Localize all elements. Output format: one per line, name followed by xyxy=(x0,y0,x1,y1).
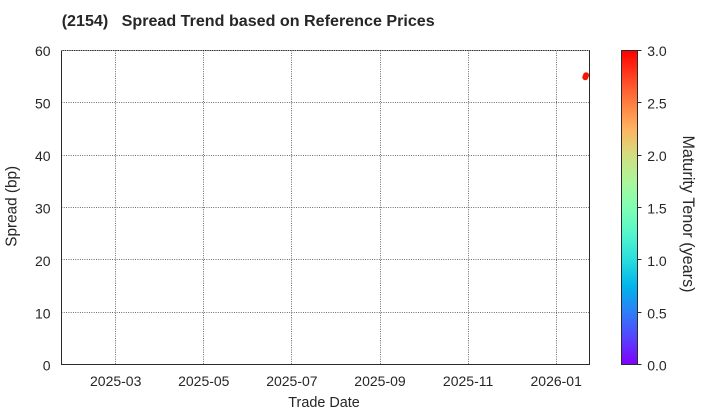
svg-text:Maturity Tenor (years): Maturity Tenor (years) xyxy=(679,135,697,292)
svg-text:2025-11: 2025-11 xyxy=(443,373,494,389)
svg-text:0.0: 0.0 xyxy=(647,358,667,374)
svg-text:(2154) Spread Trend based on: (2154) Spread Trend based on Reference P… xyxy=(62,12,435,30)
svg-text:0.5: 0.5 xyxy=(647,305,667,321)
svg-text:2026-01: 2026-01 xyxy=(531,373,583,389)
svg-text:30: 30 xyxy=(35,200,51,216)
svg-text:2.5: 2.5 xyxy=(647,96,667,112)
svg-text:1.5: 1.5 xyxy=(647,200,667,216)
svg-text:10: 10 xyxy=(35,305,51,321)
svg-text:2025-03: 2025-03 xyxy=(90,373,142,389)
svg-text:Trade Date: Trade Date xyxy=(288,395,359,411)
svg-text:3.0: 3.0 xyxy=(647,43,667,59)
svg-text:2025-07: 2025-07 xyxy=(266,373,318,389)
svg-text:60: 60 xyxy=(35,43,51,59)
svg-text:2025-05: 2025-05 xyxy=(178,373,230,389)
svg-text:Spread (bp): Spread (bp) xyxy=(4,166,21,247)
svg-text:2025-09: 2025-09 xyxy=(354,373,406,389)
svg-text:2.0: 2.0 xyxy=(647,148,667,164)
svg-text:20: 20 xyxy=(35,253,51,269)
svg-text:40: 40 xyxy=(35,148,51,164)
svg-text:50: 50 xyxy=(35,96,51,112)
svg-text:0: 0 xyxy=(43,358,51,374)
svg-text:1.0: 1.0 xyxy=(647,253,667,269)
